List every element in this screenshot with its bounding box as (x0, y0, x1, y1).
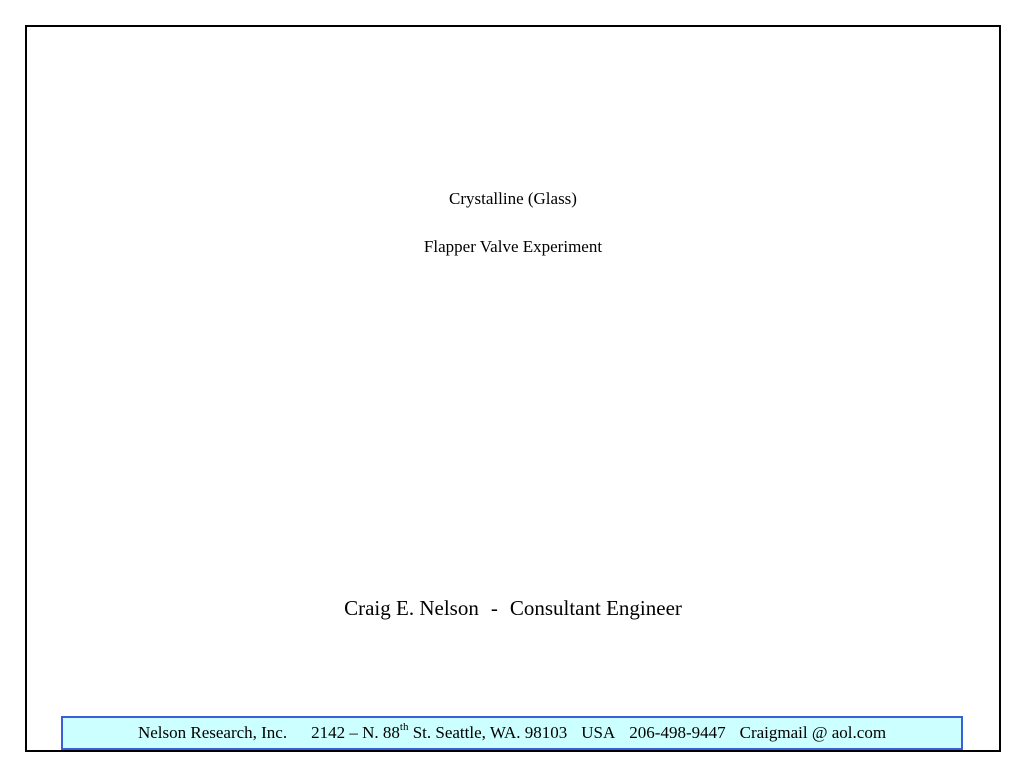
footer-city: St. Seattle, WA. 98103 (412, 723, 568, 742)
author-line: Craig E. Nelson - Consultant Engineer (27, 596, 999, 620)
footer-street: 2142 – N. 88th St. Seattle, WA. 98103 (311, 721, 568, 743)
author-name: Craig E. Nelson (344, 596, 479, 620)
footer-street-ordinal: th (399, 721, 409, 734)
slide-subtitle: Flapper Valve Experiment (423, 237, 603, 256)
footer-phone: 206-498-9447 (629, 723, 726, 742)
author-role: Consultant Engineer (509, 596, 682, 620)
footer-email: Craigmail @ aol.com (739, 723, 887, 742)
footer-street-number: 2142 – N. 88 (311, 723, 400, 742)
slide-frame: Crystalline (Glass) Flapper Valve Experi… (25, 25, 1001, 752)
slide-title: Crystalline (Glass) (449, 189, 577, 208)
author-separator: - (490, 596, 498, 620)
footer-country: USA (581, 723, 616, 742)
footer-contact-box: Nelson Research, Inc. 2142 – N. 88th St.… (61, 716, 963, 750)
footer-company: Nelson Research, Inc. (137, 723, 288, 742)
